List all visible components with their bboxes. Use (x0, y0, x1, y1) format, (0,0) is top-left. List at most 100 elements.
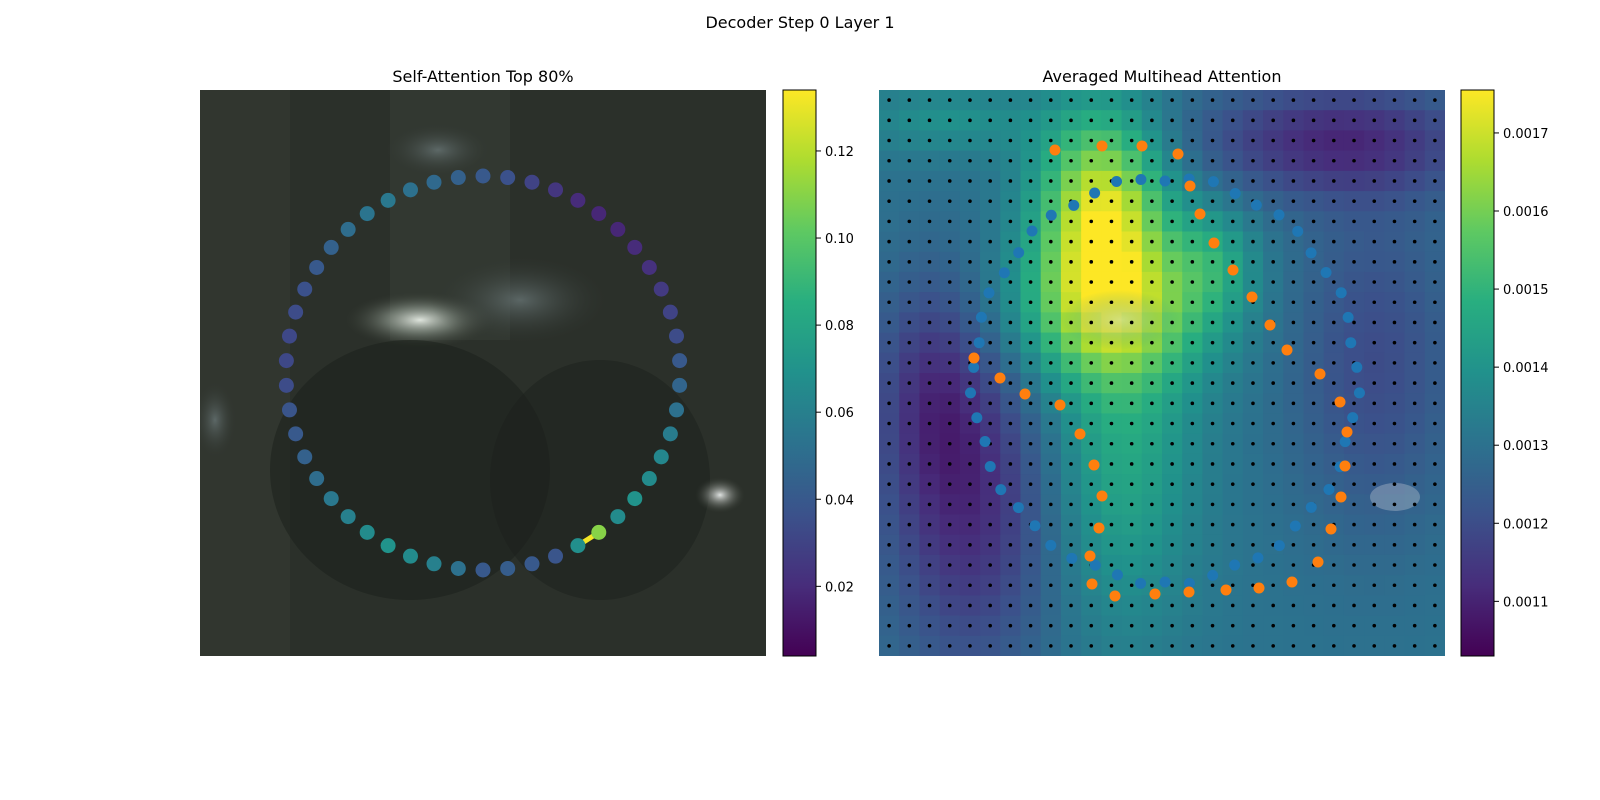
reference-point (1230, 138, 1235, 143)
reference-point (1069, 583, 1073, 588)
reference-point (1372, 260, 1377, 264)
reference-point (1271, 623, 1275, 628)
reference-point (1210, 421, 1215, 426)
reference-point (1433, 603, 1437, 608)
reference-point (1433, 583, 1437, 588)
reference-point (1412, 300, 1417, 305)
reference-point (1372, 118, 1377, 123)
reference-point (1352, 563, 1356, 567)
reference-point (1352, 98, 1356, 102)
reference-point (907, 522, 912, 527)
reference-point (968, 280, 972, 284)
reference-point (1210, 98, 1215, 102)
reference-point (1210, 522, 1215, 527)
reference-point (1412, 482, 1417, 486)
reference-point (1433, 260, 1437, 264)
reference-point (1291, 280, 1296, 284)
reference-point (1069, 623, 1073, 628)
query-point (524, 556, 540, 572)
sampling-point (1207, 569, 1219, 581)
reference-point (887, 300, 891, 305)
reference-point (1069, 381, 1073, 385)
reference-point (1008, 158, 1013, 163)
reference-point (1089, 543, 1094, 547)
reference-point (1190, 260, 1195, 264)
reference-point (887, 260, 891, 264)
reference-point (1352, 522, 1356, 527)
reference-point (1028, 138, 1033, 143)
sampling-point (1252, 552, 1264, 564)
sampling-point (1345, 337, 1357, 349)
reference-point (1412, 98, 1417, 102)
reference-point (927, 340, 932, 345)
reference-point (1049, 502, 1053, 507)
reference-point (1109, 280, 1114, 284)
reference-point (988, 543, 992, 547)
reference-point (1129, 441, 1134, 446)
reference-point (927, 462, 932, 466)
colorbar-tick-label: 0.0015 (1503, 283, 1549, 298)
query-point (662, 426, 678, 442)
query-point (297, 449, 313, 465)
reference-point (1332, 462, 1336, 466)
reference-point (1150, 381, 1154, 385)
reference-point (907, 623, 912, 628)
reference-point (1372, 482, 1377, 486)
query-point (340, 509, 356, 525)
reference-point (1332, 98, 1336, 102)
reference-point (1190, 98, 1195, 102)
reference-point (1372, 502, 1377, 507)
sampling-point (1159, 576, 1171, 588)
reference-point (1170, 158, 1174, 163)
reference-point (1332, 543, 1336, 547)
reference-point (1311, 219, 1316, 224)
predicted-point (1286, 576, 1298, 588)
reference-point (1230, 98, 1235, 102)
reference-point (1271, 199, 1275, 203)
reference-point (1170, 138, 1174, 143)
reference-point (1412, 239, 1417, 244)
reference-point (947, 522, 952, 527)
reference-point (947, 543, 952, 547)
reference-point (1230, 644, 1235, 648)
reference-point (1190, 280, 1195, 284)
reference-point (1332, 563, 1336, 567)
reference-point (1412, 441, 1417, 446)
reference-point (1210, 138, 1215, 143)
reference-point (907, 118, 912, 123)
reference-point (1392, 644, 1397, 648)
reference-point (1392, 462, 1397, 466)
reference-point (1412, 583, 1417, 588)
reference-point (947, 320, 952, 325)
reference-point (1170, 98, 1174, 102)
reference-point (907, 421, 912, 426)
reference-point (1049, 482, 1053, 486)
reference-point (887, 361, 891, 365)
reference-point (1332, 340, 1336, 345)
reference-point (1109, 644, 1114, 648)
query-point (591, 206, 607, 222)
reference-point (1150, 199, 1154, 203)
reference-point (1150, 118, 1154, 123)
reference-point (887, 522, 891, 527)
reference-point (1210, 482, 1215, 486)
reference-point (1089, 381, 1094, 385)
reference-point (1190, 199, 1195, 203)
reference-point (1251, 98, 1255, 102)
reference-point (1412, 563, 1417, 567)
reference-point (1190, 340, 1195, 345)
reference-point (1412, 320, 1417, 325)
left-background-image (200, 90, 766, 656)
reference-point (1028, 462, 1033, 466)
reference-point (1210, 502, 1215, 507)
sampling-point (1320, 266, 1332, 278)
reference-point (1392, 118, 1397, 123)
reference-point (1433, 300, 1437, 305)
reference-point (887, 280, 891, 284)
reference-point (1008, 583, 1013, 588)
reference-point (1170, 623, 1174, 628)
reference-point (1372, 361, 1377, 365)
reference-point (968, 300, 972, 305)
reference-point (1089, 158, 1094, 163)
reference-point (1170, 522, 1174, 527)
